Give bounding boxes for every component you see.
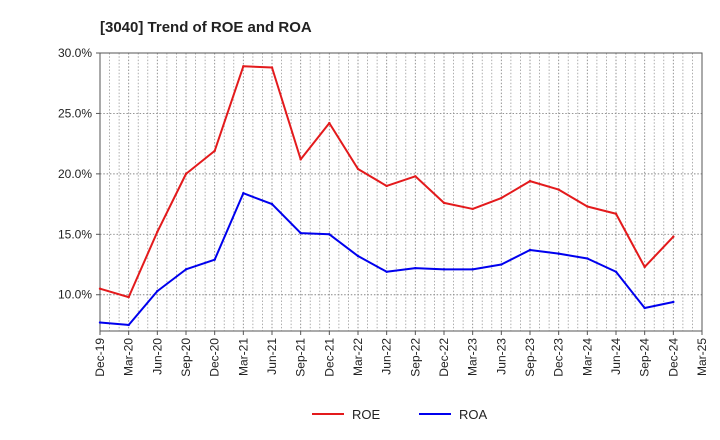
data-point-roe — [643, 265, 646, 269]
data-point-roa — [643, 306, 646, 310]
data-point-roe — [586, 205, 589, 208]
y-tick-label: 15.0% — [58, 227, 92, 241]
data-point-roe — [500, 196, 503, 200]
data-point-roa — [500, 263, 503, 266]
data-point-roa — [299, 231, 302, 235]
data-point-roe — [672, 235, 675, 238]
x-tick-label: Dec-19 — [93, 338, 107, 377]
x-tick-label: Mar-23 — [466, 338, 480, 376]
data-point-roe — [557, 188, 560, 191]
x-tick-label: Jun-23 — [494, 338, 508, 375]
x-tick-label: Dec-21 — [322, 338, 336, 377]
data-point-roa — [557, 252, 560, 255]
data-point-roa — [156, 289, 159, 293]
x-tick-label: Sep-20 — [179, 338, 193, 377]
data-point-roe — [528, 179, 532, 183]
data-point-roa — [385, 270, 388, 273]
data-point-roe — [213, 149, 216, 153]
data-point-roa — [471, 268, 474, 271]
data-point-roa — [184, 268, 188, 271]
data-point-roe — [356, 167, 360, 171]
data-point-roa — [98, 321, 102, 324]
data-point-roa — [672, 300, 675, 304]
data-point-roe — [471, 207, 474, 211]
data-point-roe — [98, 287, 102, 290]
data-point-roa — [270, 202, 274, 206]
data-point-roa — [127, 323, 130, 327]
plot-frame — [99, 52, 703, 332]
x-tick-label: Sep-24 — [638, 338, 652, 377]
x-tick-label: Mar-20 — [122, 338, 136, 376]
x-tick-label: Jun-21 — [265, 338, 279, 375]
legend-label-roa: ROA — [459, 407, 488, 422]
x-tick-label: Jun-22 — [380, 338, 394, 375]
data-point-roe — [299, 158, 302, 161]
data-point-roa — [614, 270, 618, 273]
legend: ROE ROA — [312, 407, 488, 422]
y-tick-label: 25.0% — [58, 106, 92, 120]
data-point-roe — [442, 201, 446, 205]
data-point-roa — [242, 192, 245, 195]
data-point-roe — [328, 121, 331, 125]
x-tick-label: Mar-21 — [236, 338, 250, 376]
data-point-roe — [385, 184, 388, 188]
x-tick-label: Sep-21 — [294, 338, 308, 377]
x-tick-label: Dec-24 — [666, 338, 680, 377]
data-point-roe — [614, 212, 618, 215]
x-tick-label: Mar-25 — [695, 338, 709, 376]
y-tick-label: 10.0% — [58, 288, 92, 302]
data-point-roa — [414, 266, 417, 270]
data-point-roa — [213, 258, 216, 261]
x-tick-label: Dec-20 — [208, 338, 222, 377]
data-point-roe — [270, 66, 274, 69]
data-point-roa — [442, 268, 446, 271]
data-point-roe — [156, 230, 159, 234]
legend-label-roe: ROE — [352, 407, 381, 422]
chart-title: [3040] Trend of ROE and ROA — [100, 19, 312, 36]
x-tick-label: Dec-23 — [552, 338, 566, 377]
data-point-roa — [586, 257, 589, 260]
x-tick-label: Dec-22 — [437, 338, 451, 377]
x-tick-label: Mar-22 — [351, 338, 365, 376]
data-point-roe — [184, 172, 188, 176]
data-point-roe — [127, 295, 130, 299]
y-tick-label: 20.0% — [58, 167, 92, 181]
x-tick-label: Sep-23 — [523, 338, 537, 377]
y-tick-label: 30.0% — [58, 46, 92, 60]
data-point-roa — [328, 233, 331, 236]
x-tick-label: Jun-24 — [609, 338, 623, 375]
x-tick-label: Sep-22 — [408, 338, 422, 377]
x-tick-label: Mar-24 — [580, 338, 594, 376]
data-point-roe — [414, 175, 417, 178]
x-tick-label: Jun-20 — [150, 338, 164, 375]
data-point-roe — [242, 65, 245, 68]
data-point-roa — [356, 254, 360, 258]
plot-area: 10.0% 15.0% 20.0% 25.0% 30.0% Dec-19 Mar-20 Jun… — [58, 46, 709, 377]
data-point-roa — [528, 248, 532, 252]
